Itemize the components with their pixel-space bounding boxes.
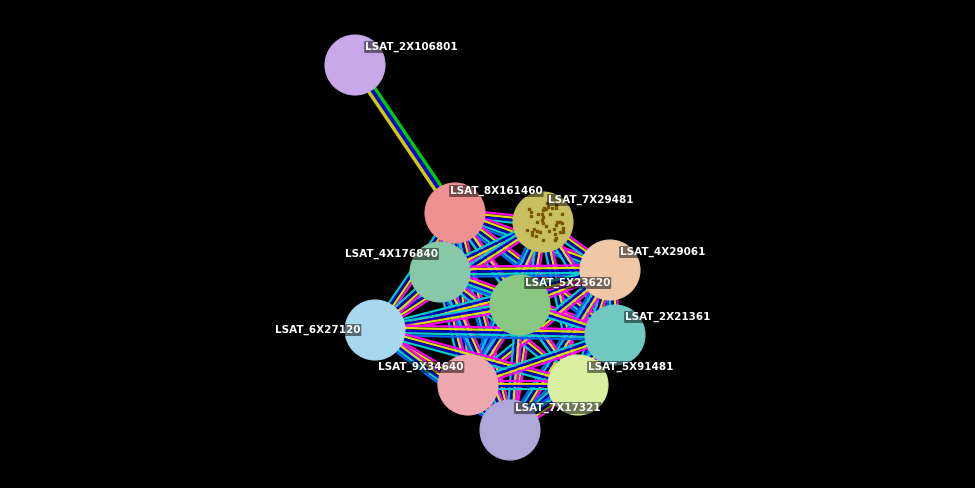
Text: LSAT_2X106801: LSAT_2X106801: [365, 42, 457, 52]
Text: LSAT_6X27120: LSAT_6X27120: [275, 325, 361, 335]
Text: LSAT_2X21361: LSAT_2X21361: [625, 312, 711, 322]
Circle shape: [438, 355, 498, 415]
Circle shape: [548, 355, 608, 415]
Circle shape: [513, 192, 573, 252]
Text: LSAT_9X34640: LSAT_9X34640: [378, 362, 463, 372]
Text: LSAT_7X17321: LSAT_7X17321: [515, 403, 601, 413]
Circle shape: [345, 300, 405, 360]
Text: LSAT_7X29481: LSAT_7X29481: [548, 195, 634, 205]
Circle shape: [585, 305, 645, 365]
Circle shape: [325, 35, 385, 95]
Circle shape: [580, 240, 640, 300]
Text: LSAT_8X161460: LSAT_8X161460: [450, 186, 543, 196]
Text: LSAT_5X23620: LSAT_5X23620: [525, 278, 610, 288]
Text: LSAT_4X29061: LSAT_4X29061: [620, 247, 705, 257]
Circle shape: [480, 400, 540, 460]
Circle shape: [410, 242, 470, 302]
Circle shape: [490, 275, 550, 335]
Text: LSAT_5X91481: LSAT_5X91481: [588, 362, 674, 372]
Text: LSAT_4X176840: LSAT_4X176840: [345, 249, 438, 259]
Circle shape: [425, 183, 485, 243]
